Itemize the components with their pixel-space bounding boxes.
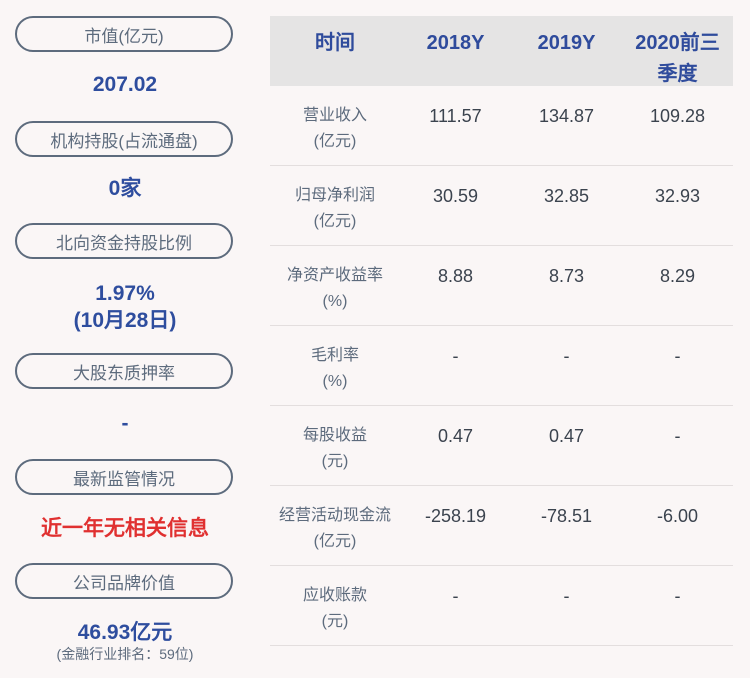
cell-value: 32.93 [654, 186, 701, 206]
northbound-ratio-percent: 1.97% [95, 282, 155, 305]
table-row-net-profit: 归母净利润 (亿元) 30.59 32.85 32.93 [270, 166, 733, 246]
brand-value: 46.93亿元 [77, 621, 173, 644]
stat-pill-institutional-holdings[interactable]: 机构持股(占流通盘) [15, 121, 233, 157]
cell-value: - [674, 586, 681, 606]
table-row-operating-cash-flow: 经营活动现金流 (亿元) -258.19 -78.51 -6.00 [270, 486, 733, 566]
row-label: 归母净利润 (亿元) [294, 187, 375, 230]
row-label: 经营活动现金流 (亿元) [278, 507, 391, 550]
cell-value: 30.59 [432, 186, 479, 206]
table-body: 营业收入 (亿元) 111.57 134.87 109.28 归母净利润 (亿元… [270, 86, 733, 646]
table-row-gross-margin: 毛利率 (%) - - - [270, 326, 733, 406]
financials-table: 时间 2018Y 2019Y 2020前三季度 营业收入 (亿元) 111.57… [270, 16, 733, 646]
cell-value: - [674, 346, 681, 366]
stat-pill-label: 北向资金持股比例 [56, 233, 192, 253]
table-header-row: 时间 2018Y 2019Y 2020前三季度 [270, 16, 733, 86]
row-label: 营业收入 (亿元) [302, 107, 367, 150]
cell-value: 8.29 [659, 266, 696, 286]
cell-value: 134.87 [538, 106, 595, 126]
cell-value: 0.47 [548, 426, 585, 446]
stat-pill-label: 公司品牌价值 [73, 573, 175, 593]
table-header-time: 时间 [315, 32, 355, 54]
cell-value: -6.00 [656, 506, 699, 526]
cell-value: 8.88 [437, 266, 474, 286]
stat-pill-major-shareholder-pledge[interactable]: 大股东质押率 [15, 353, 233, 389]
cell-value: - [674, 426, 681, 446]
table-row-eps: 每股收益 (元) 0.47 0.47 - [270, 406, 733, 486]
stat-pill-label: 市值(亿元) [84, 26, 164, 46]
cell-value: 111.57 [429, 106, 482, 126]
cell-value: - [563, 586, 570, 606]
table-row-accounts-receivable: 应收账款 (元) - - - [270, 566, 733, 646]
table-header-2018y: 2018Y [426, 32, 485, 54]
cell-value: -78.51 [540, 506, 593, 526]
institutional-holdings-value: 0家 [108, 177, 142, 200]
row-label: 毛利率 (%) [310, 347, 359, 390]
sidebar: 市值(亿元) 207.02 机构持股(占流通盘) 0家 北向资金持股比例 1.9… [0, 0, 250, 678]
row-label: 净资产收益率 (%) [286, 267, 383, 310]
northbound-ratio-value: 1.97% (10月28日) [0, 280, 250, 334]
stat-pill-label: 机构持股(占流通盘) [50, 131, 198, 151]
cell-value: -258.19 [424, 506, 487, 526]
cell-value: - [452, 346, 459, 366]
cell-value: 109.28 [649, 106, 706, 126]
cell-value: - [452, 586, 459, 606]
stat-pill-label: 大股东质押率 [73, 363, 175, 383]
stat-pill-northbound-holding-ratio[interactable]: 北向资金持股比例 [15, 223, 233, 259]
market-cap-value: 207.02 [92, 73, 158, 96]
stat-pill-brand-value[interactable]: 公司品牌价值 [15, 563, 233, 599]
cell-value: - [563, 346, 570, 366]
cell-value: 0.47 [437, 426, 474, 446]
northbound-ratio-date: (10月28日) [73, 309, 177, 332]
pledge-ratio-value: - [121, 412, 129, 435]
regulation-status-value: 近一年无相关信息 [41, 517, 209, 540]
table-row-roe: 净资产收益率 (%) 8.88 8.73 8.29 [270, 246, 733, 326]
cell-value: 8.73 [548, 266, 585, 286]
table-header-2020q3: 2020前三季度 [622, 16, 733, 90]
row-label: 应收账款 (元) [302, 587, 367, 630]
stat-pill-label: 最新监管情况 [73, 469, 175, 489]
brand-value-rank: (金融行业排名：59位) [56, 646, 194, 662]
cell-value: 32.85 [543, 186, 590, 206]
table-header-2019y: 2019Y [537, 32, 596, 54]
stat-pill-market-cap[interactable]: 市值(亿元) [15, 16, 233, 52]
stat-pill-latest-regulation[interactable]: 最新监管情况 [15, 459, 233, 495]
row-label: 每股收益 (元) [302, 427, 367, 470]
table-row-revenue: 营业收入 (亿元) 111.57 134.87 109.28 [270, 86, 733, 166]
table-header-2020q3-label: 2020前三季度 [635, 32, 720, 85]
